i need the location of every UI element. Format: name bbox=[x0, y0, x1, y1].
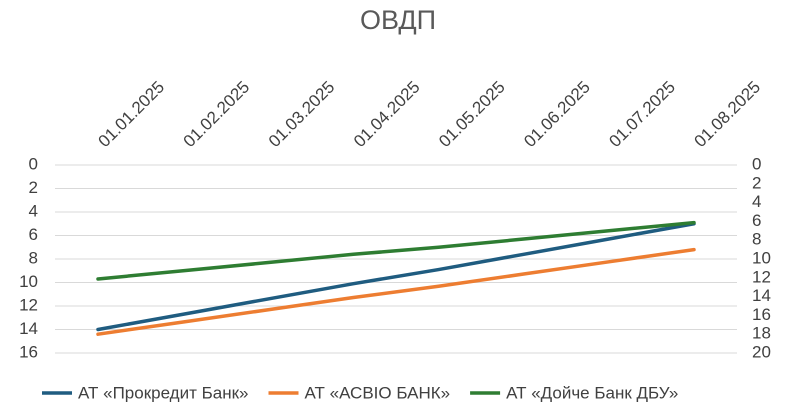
y-tick-label: 10 bbox=[19, 272, 38, 291]
x-tick-label: 01.01.2025 bbox=[95, 77, 169, 151]
y-tick-label: 16 bbox=[19, 342, 38, 361]
x-tick-label: 01.07.2025 bbox=[605, 77, 679, 151]
y2-tick-label: 4 bbox=[752, 192, 761, 211]
y2-tick-label: 20 bbox=[752, 342, 771, 361]
y-tick-label: 14 bbox=[19, 319, 38, 338]
y2-tick-label: 0 bbox=[752, 154, 761, 173]
x-tick-label: 01.08.2025 bbox=[691, 77, 765, 151]
y-tick-label: 4 bbox=[29, 201, 38, 220]
y2-tick-label: 2 bbox=[752, 173, 761, 192]
y-tick-label: 6 bbox=[29, 225, 38, 244]
y2-tick-label: 12 bbox=[752, 267, 771, 286]
y-tick-label: 0 bbox=[29, 154, 38, 173]
legend-label: АТ «АСВІО БАНК» bbox=[305, 383, 451, 402]
y2-tick-label: 6 bbox=[752, 211, 761, 230]
legend-label: АТ «Дойче Банк ДБУ» bbox=[506, 383, 678, 402]
y-tick-label: 12 bbox=[19, 295, 38, 314]
legend-label: АТ «Прокредит Банк» bbox=[78, 383, 249, 402]
series-line bbox=[96, 220, 696, 281]
x-tick-label: 01.06.2025 bbox=[520, 77, 594, 151]
x-tick-label: 01.02.2025 bbox=[180, 77, 254, 151]
y2-tick-label: 18 bbox=[752, 324, 771, 343]
y2-tick-label: 8 bbox=[752, 230, 761, 249]
chart-title: ОВДП bbox=[360, 5, 436, 35]
x-tick-label: 01.03.2025 bbox=[265, 77, 339, 151]
y2-tick-label: 10 bbox=[752, 248, 771, 267]
legend: АТ «Прокредит Банк» АТ «АСВІО БАНК» АТ «До… bbox=[42, 383, 678, 402]
y-tick-label: 2 bbox=[29, 178, 38, 197]
series-line bbox=[96, 247, 696, 336]
series-line bbox=[96, 222, 696, 332]
y-tick-label: 8 bbox=[29, 248, 38, 267]
x-tick-label: 01.05.2025 bbox=[435, 77, 509, 151]
y2-tick-label: 16 bbox=[752, 305, 771, 324]
x-tick-label: 01.04.2025 bbox=[350, 77, 424, 151]
y2-tick-label: 14 bbox=[752, 286, 771, 305]
